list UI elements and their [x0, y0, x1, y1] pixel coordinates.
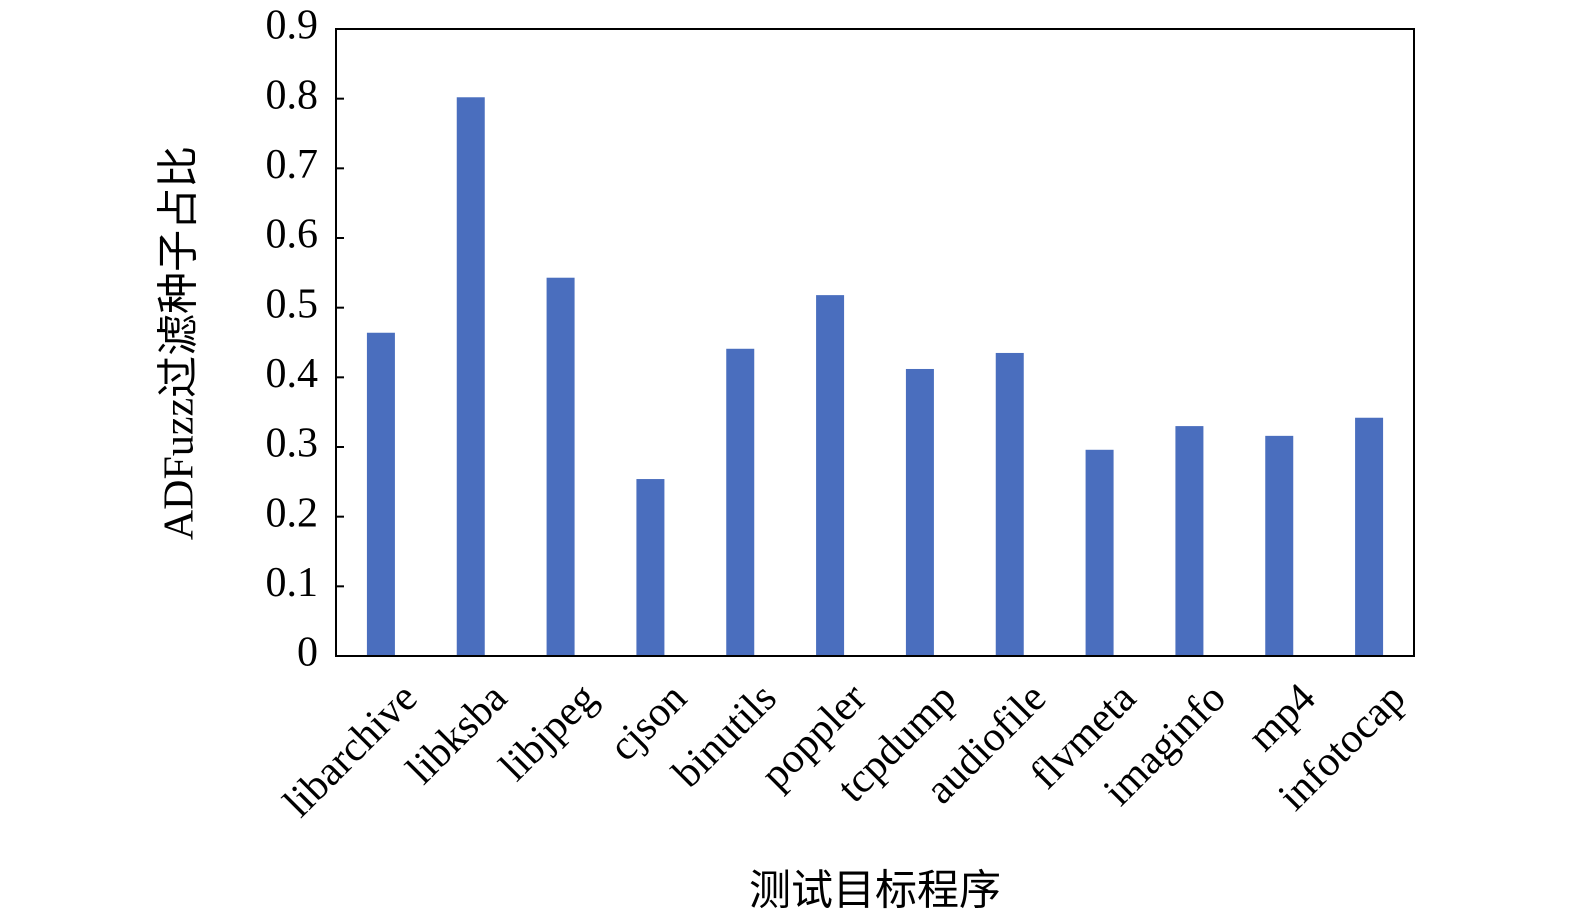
bar	[816, 295, 845, 656]
y-tick-label: 0.6	[266, 212, 319, 258]
bar	[456, 97, 485, 657]
y-tick-label: 0.9	[266, 3, 319, 49]
bar	[636, 479, 665, 656]
y-tick-label: 0.3	[266, 421, 319, 467]
bar	[905, 368, 934, 656]
bar	[1175, 426, 1204, 656]
y-tick-label: 0.5	[266, 281, 319, 327]
plot-frame	[335, 28, 1415, 657]
y-tick-label: 0.4	[266, 351, 319, 397]
y-tick-label: 0.2	[266, 490, 319, 536]
bar	[1355, 417, 1384, 656]
y-axis-label: ADFuzz过滤种子占比	[157, 146, 203, 540]
y-tick-label: 0.1	[266, 560, 319, 606]
bar	[366, 332, 395, 656]
bar	[1265, 435, 1294, 656]
bar	[995, 352, 1024, 656]
x-tick-label: libarchive	[275, 675, 426, 826]
x-axis-label: 测试目标程序	[749, 869, 1001, 915]
bar	[726, 348, 755, 656]
y-tick-label: 0	[297, 630, 318, 676]
x-tick-label: libksba	[398, 675, 517, 794]
bar	[1085, 449, 1114, 656]
x-tick-label: libjpeg	[491, 675, 606, 790]
y-tick-label: 0.8	[266, 72, 319, 118]
bar	[546, 277, 575, 656]
y-tick-label: 0.7	[266, 142, 319, 188]
